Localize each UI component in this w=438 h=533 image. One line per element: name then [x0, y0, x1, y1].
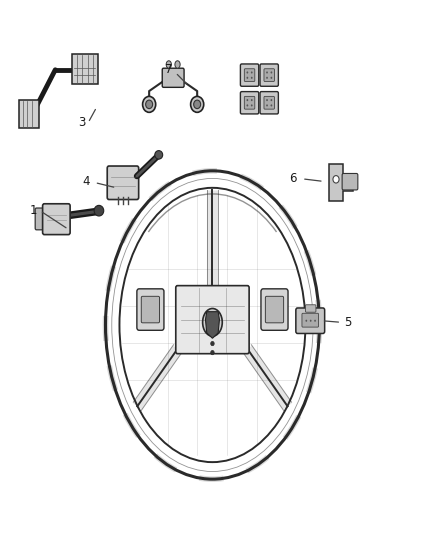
Ellipse shape — [143, 96, 155, 112]
Polygon shape — [329, 165, 353, 200]
Polygon shape — [205, 312, 219, 338]
FancyBboxPatch shape — [240, 92, 259, 114]
Ellipse shape — [251, 71, 253, 74]
FancyBboxPatch shape — [137, 289, 164, 330]
Ellipse shape — [94, 205, 104, 216]
FancyBboxPatch shape — [296, 308, 325, 334]
FancyBboxPatch shape — [342, 173, 358, 190]
Ellipse shape — [271, 77, 272, 79]
Ellipse shape — [271, 99, 272, 101]
Ellipse shape — [146, 100, 152, 109]
FancyBboxPatch shape — [264, 96, 275, 109]
Ellipse shape — [271, 104, 272, 107]
FancyBboxPatch shape — [261, 289, 288, 330]
Ellipse shape — [166, 61, 171, 68]
Ellipse shape — [211, 342, 214, 346]
Text: 7: 7 — [165, 63, 173, 76]
FancyBboxPatch shape — [244, 69, 255, 82]
Ellipse shape — [251, 104, 253, 107]
Ellipse shape — [266, 71, 268, 74]
Ellipse shape — [194, 100, 201, 109]
Ellipse shape — [247, 77, 248, 79]
Ellipse shape — [175, 61, 180, 68]
FancyBboxPatch shape — [240, 64, 259, 86]
FancyBboxPatch shape — [264, 69, 275, 82]
Text: 6: 6 — [290, 172, 297, 185]
FancyBboxPatch shape — [265, 296, 284, 323]
FancyBboxPatch shape — [19, 100, 39, 128]
Ellipse shape — [247, 104, 248, 107]
Ellipse shape — [251, 77, 253, 79]
Ellipse shape — [310, 320, 311, 322]
Ellipse shape — [305, 320, 307, 322]
Ellipse shape — [191, 96, 204, 112]
FancyBboxPatch shape — [244, 96, 255, 109]
Ellipse shape — [155, 151, 162, 159]
Ellipse shape — [247, 99, 248, 101]
Text: 1: 1 — [30, 204, 37, 217]
FancyBboxPatch shape — [35, 208, 47, 230]
FancyBboxPatch shape — [72, 54, 98, 84]
Ellipse shape — [266, 104, 268, 107]
Ellipse shape — [203, 309, 222, 336]
Text: 4: 4 — [82, 175, 90, 188]
FancyBboxPatch shape — [141, 296, 159, 323]
FancyBboxPatch shape — [305, 305, 316, 312]
Ellipse shape — [251, 99, 253, 101]
Ellipse shape — [211, 351, 214, 355]
FancyBboxPatch shape — [162, 68, 184, 87]
Ellipse shape — [314, 320, 316, 322]
Text: 3: 3 — [78, 117, 85, 130]
FancyBboxPatch shape — [176, 286, 249, 354]
Text: 5: 5 — [344, 316, 351, 329]
Ellipse shape — [266, 77, 268, 79]
FancyBboxPatch shape — [260, 92, 279, 114]
Ellipse shape — [247, 71, 248, 74]
FancyBboxPatch shape — [260, 64, 279, 86]
FancyBboxPatch shape — [302, 313, 318, 327]
Ellipse shape — [333, 175, 339, 183]
Ellipse shape — [271, 71, 272, 74]
Ellipse shape — [266, 99, 268, 101]
FancyBboxPatch shape — [42, 204, 70, 235]
FancyBboxPatch shape — [107, 166, 139, 199]
